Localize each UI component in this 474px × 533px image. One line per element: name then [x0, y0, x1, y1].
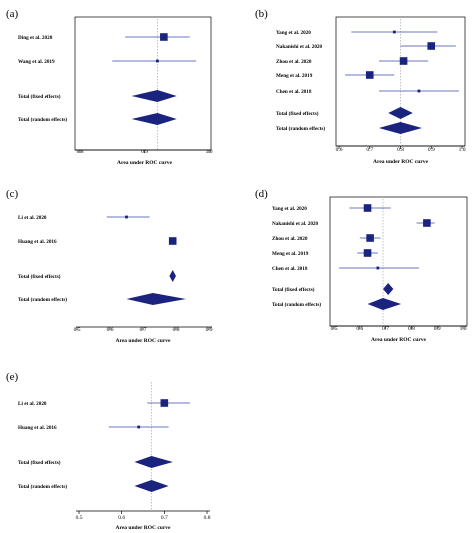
study-label: Nakanishi et al. 2020 [276, 44, 323, 50]
pooled-estimate-diamond [378, 122, 423, 134]
point-estimate-marker [423, 219, 431, 227]
pooled-label: Total (fixed effects) [18, 459, 61, 466]
pooled-label: Total (fixed effects) [18, 93, 61, 100]
panel-label: (e) [6, 371, 19, 383]
x-axis-title: Area under ROC curve [116, 525, 172, 531]
x-axis-title: Area under ROC curve [371, 337, 427, 343]
forest-plot-panel: (e) 0.5 0.6 0.7 0.8 Area under ROC curve Li et… [6, 371, 211, 531]
pooled-label: Total (random effects) [18, 483, 67, 490]
x-tick-label: 0.9 [434, 326, 441, 332]
point-estimate-marker [160, 33, 168, 41]
study-label: Yang et al. 2020 [272, 206, 307, 212]
study-label: Li et al. 2020 [18, 215, 47, 221]
study-label: Zhou et al. 2020 [272, 236, 308, 242]
study-label: Chen et al. 2018 [272, 266, 308, 272]
pooled-label: Total (random effects) [272, 301, 321, 308]
forest-plot-panel: (a) 0.8 0.9 1.0 Area under ROC curve Ding et … [6, 8, 213, 166]
point-estimate-marker [392, 30, 396, 34]
x-tick-label: 0.7 [161, 515, 168, 521]
panel-label: (b) [255, 8, 268, 20]
point-estimate-marker [376, 266, 380, 270]
point-estimate-marker [156, 59, 159, 63]
pooled-estimate-diamond [131, 113, 177, 125]
point-estimate-marker [417, 89, 421, 93]
pooled-label: Total (random effects) [18, 296, 67, 303]
pooled-label: Total (fixed effects) [18, 273, 61, 280]
pooled-estimate-diamond [169, 270, 176, 282]
panels: (a) 0.8 0.9 1.0 Area under ROC curve Ding et … [6, 8, 468, 531]
study-label: Huang et al. 2016 [18, 239, 57, 245]
x-tick-label: 0.5 [331, 326, 338, 332]
pooled-estimate-diamond [367, 298, 402, 310]
x-tick-label: 0.6 [356, 326, 363, 332]
x-axis-title: Area under ROC curve [373, 159, 429, 165]
pooled-estimate-diamond [126, 293, 186, 305]
x-tick-label: 0.8 [77, 149, 84, 155]
pooled-estimate-diamond [134, 456, 173, 468]
point-estimate-marker [137, 425, 141, 429]
study-label: Yang et al. 2020 [276, 30, 311, 36]
forest-plot-panel: (c) 0.5 0.6 0.7 0.8 0.9 Area under ROC curve Li… [6, 188, 213, 344]
point-estimate-marker [168, 237, 177, 245]
study-label: Zhou et al. 2020 [276, 59, 312, 65]
x-tick-label: 0.9 [206, 327, 213, 333]
x-tick-label: 1.0 [459, 147, 466, 153]
x-tick-label: 0.6 [107, 327, 114, 333]
study-label: Wang et al. 2019 [18, 59, 55, 65]
x-tick-label: 0.8 [408, 326, 415, 332]
x-tick-label: 0.8 [173, 327, 180, 333]
pooled-label: Total (fixed effects) [272, 286, 315, 293]
study-label: Li et al. 2020 [18, 401, 47, 407]
x-tick-label: 0.9 [141, 149, 148, 155]
x-tick-label: 1.0 [206, 149, 213, 155]
x-tick-label: 0.7 [382, 326, 389, 332]
study-label: Huang et al. 2016 [18, 425, 57, 431]
point-estimate-marker [399, 57, 408, 65]
panel-label: (d) [255, 188, 268, 200]
x-tick-label: 0.5 [74, 327, 81, 333]
point-estimate-marker [365, 71, 374, 79]
pooled-estimate-diamond [383, 283, 394, 295]
point-estimate-marker [363, 249, 372, 257]
x-tick-label: 1.0 [460, 326, 467, 332]
point-estimate-marker [125, 215, 128, 219]
study-label: Ding et al. 2020 [18, 35, 53, 41]
study-label: Nakanishi et al. 2020 [272, 221, 319, 227]
x-tick-label: 0.7 [140, 327, 147, 333]
point-estimate-marker [160, 399, 169, 407]
point-estimate-marker [366, 234, 374, 242]
study-label: Chen et al. 2018 [276, 89, 312, 95]
panel-label: (c) [6, 188, 19, 200]
x-tick-label: 0.9 [428, 147, 435, 153]
x-tick-label: 0.6 [118, 515, 125, 521]
x-tick-label: 0.8 [204, 515, 211, 521]
study-label: Meng et al. 2019 [276, 73, 313, 79]
x-tick-label: 0.8 [397, 147, 404, 153]
pooled-estimate-diamond [134, 480, 169, 492]
pooled-estimate-diamond [388, 107, 413, 119]
x-tick-label: 0.7 [366, 147, 373, 153]
point-estimate-marker [363, 204, 372, 212]
x-tick-label: 0.6 [336, 147, 343, 153]
forest-plot-panel: (b) 0.6 0.7 0.8 0.9 1.0 Area under ROC curve Ya… [255, 8, 466, 165]
pooled-estimate-diamond [131, 90, 177, 102]
study-label: Meng et al. 2019 [272, 251, 309, 257]
x-axis-title: Area under ROC curve [116, 338, 172, 344]
pooled-label: Total (random effects) [18, 116, 67, 123]
x-tick-label: 0.5 [76, 515, 83, 521]
pooled-label: Total (fixed effects) [276, 110, 319, 117]
pooled-label: Total (random effects) [276, 125, 325, 132]
panel-label: (a) [6, 8, 19, 20]
forest-plot-panel: (d) 0.5 0.6 0.7 0.8 0.9 1.0 Area under ROC curv… [255, 188, 468, 343]
point-estimate-marker [427, 42, 436, 50]
x-axis-title: Area under ROC curve [117, 160, 173, 166]
